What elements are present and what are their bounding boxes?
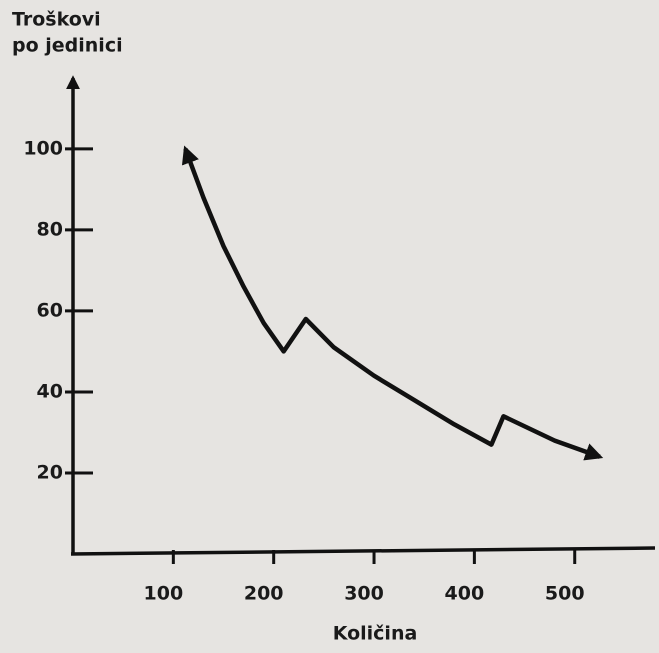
x-tick-label: 400: [445, 583, 485, 605]
y-tick-label: 20: [37, 461, 63, 483]
y-tick-label: 80: [37, 218, 63, 240]
x-tick-label: 300: [344, 583, 384, 605]
y-tick-label: 60: [37, 299, 63, 321]
x-axis: [70, 546, 656, 556]
cost-line: [181, 145, 604, 461]
x-tick-label: 500: [545, 583, 585, 605]
x-tick-label: 200: [244, 583, 284, 605]
y-axis-label: po jedinici: [12, 35, 123, 57]
x-tick-label: 100: [144, 583, 184, 605]
x-axis-label: Količina: [333, 623, 418, 645]
y-tick-label: 100: [23, 137, 63, 159]
y-axis-label: Troškovi: [12, 9, 101, 31]
y-tick-label: 40: [37, 380, 63, 402]
